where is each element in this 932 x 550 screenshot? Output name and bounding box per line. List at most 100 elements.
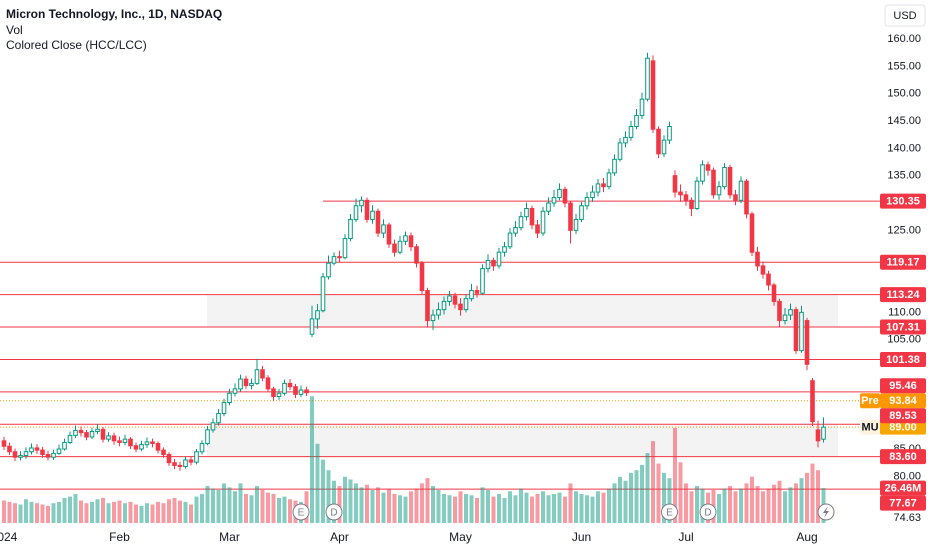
candle-body <box>210 422 216 431</box>
volume-bar <box>150 504 155 523</box>
volume-bar <box>403 496 408 523</box>
volume-bar <box>211 488 215 523</box>
volume-bar <box>799 478 804 523</box>
volume-bar <box>222 483 226 523</box>
volume-bar <box>354 483 358 523</box>
level-label-box <box>880 193 926 209</box>
level-label: 83.60 <box>889 451 917 463</box>
candle-body <box>700 164 705 182</box>
candle-body <box>689 199 694 209</box>
candle-body <box>727 166 733 196</box>
candle-body <box>656 128 661 155</box>
x-tick-label: May <box>449 530 472 544</box>
candle-body <box>628 125 634 138</box>
event-marker[interactable] <box>661 503 678 521</box>
volume-bar <box>579 493 584 523</box>
candle-body <box>12 451 18 458</box>
volume-bar <box>673 427 677 523</box>
x-tick-label: Jun <box>572 530 591 544</box>
volume-bar <box>266 492 270 523</box>
volume-bar <box>156 501 160 523</box>
volume-bar <box>24 499 28 523</box>
volume-bar <box>794 483 798 523</box>
volume-bar <box>447 495 452 523</box>
volume-bar <box>277 497 281 523</box>
candle-body <box>84 432 89 438</box>
candle-body <box>353 205 359 220</box>
series-name: Pre <box>861 395 879 407</box>
candle-body <box>199 443 205 453</box>
currency-button[interactable] <box>884 4 926 27</box>
y-tick-label: 150.00 <box>887 88 921 100</box>
candle-body <box>529 207 535 226</box>
level-label: 107.31 <box>886 321 920 333</box>
volume-bar <box>51 503 56 523</box>
volume-bar <box>398 495 402 523</box>
candle-body <box>441 300 447 311</box>
volume-bar <box>750 476 754 523</box>
volume-bar <box>145 503 149 523</box>
volume-bar <box>640 464 644 523</box>
candle-body <box>205 429 210 445</box>
candle-body <box>639 98 645 117</box>
candle-body <box>188 459 194 463</box>
candle-body <box>133 445 139 450</box>
volume-bar <box>233 491 237 523</box>
volume-bar <box>420 483 424 523</box>
volume-bar <box>442 493 446 523</box>
event-marker[interactable] <box>325 503 343 521</box>
volume-bar <box>392 493 397 523</box>
volume-bar <box>95 499 100 523</box>
volume-bar <box>431 486 435 523</box>
volume-bar <box>744 483 749 523</box>
candle-body <box>557 188 562 199</box>
x-tick-label: Feb <box>109 530 130 544</box>
volume-bar <box>645 453 650 523</box>
volume-bar <box>139 505 144 523</box>
volume-bar <box>458 491 463 523</box>
candle-body <box>507 232 513 248</box>
volume-bar <box>777 480 782 523</box>
volume-bar <box>106 503 111 523</box>
candle-body <box>447 295 452 302</box>
candle-body <box>381 224 386 234</box>
y-tick-label: 160.00 <box>887 33 921 45</box>
volume-bar <box>552 493 556 523</box>
volume-bar <box>167 499 171 523</box>
currency[interactable]: USD <box>893 10 916 22</box>
volume-bar <box>161 503 166 523</box>
event-label: D <box>330 508 337 519</box>
volume-bar <box>612 483 617 523</box>
volume-bar <box>216 490 221 523</box>
alert-icon[interactable] <box>817 503 835 521</box>
candle-body <box>496 251 502 267</box>
candle-body <box>183 459 188 468</box>
volume-bar <box>359 487 364 523</box>
candle-body <box>150 441 155 445</box>
price-label-box <box>880 393 926 409</box>
event-marker[interactable] <box>699 503 717 521</box>
volume-bar <box>717 493 721 523</box>
candle-body <box>249 382 254 387</box>
candle-body <box>749 213 755 253</box>
volume-bar <box>57 501 61 523</box>
volume-bar <box>695 486 699 523</box>
candle-body <box>342 238 348 259</box>
candle-body <box>804 320 810 365</box>
volume-bar <box>189 504 193 523</box>
volume-bar <box>244 493 248 523</box>
candle-body <box>799 311 804 352</box>
candle-body <box>782 314 788 322</box>
volume-bar <box>772 484 776 523</box>
volume-bar <box>62 497 67 523</box>
event-marker[interactable] <box>292 503 310 521</box>
volume-bar <box>601 492 606 523</box>
candle-body <box>348 218 353 240</box>
level-label-box <box>880 351 926 367</box>
volume-bar <box>365 484 369 523</box>
volume-bar <box>563 496 567 523</box>
candle-body <box>606 172 612 188</box>
volume-bar <box>436 490 441 523</box>
candle-body <box>331 256 337 264</box>
candle-body <box>408 235 414 248</box>
